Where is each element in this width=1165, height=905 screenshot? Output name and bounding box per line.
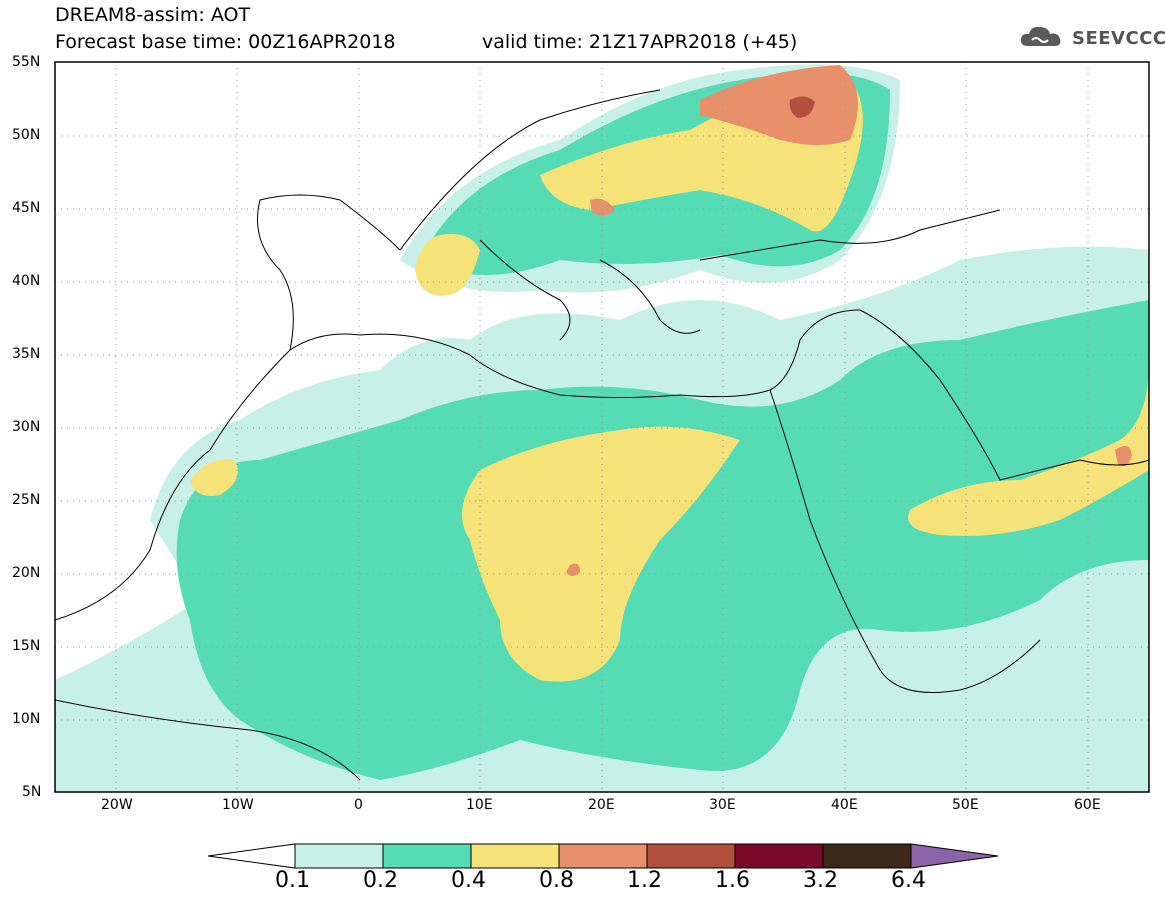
coastlines [55, 89, 1149, 781]
colorbar-label-0-4: 0.4 [451, 868, 486, 893]
lat-label-10n: 10N [12, 711, 41, 727]
colorbar-label-3-2: 3.2 [803, 868, 838, 893]
lat-label-55n: 55N [12, 54, 41, 70]
grid-lines [55, 62, 1149, 792]
colorbar-bin-3 [470, 843, 560, 869]
lon-label-10w: 10W [222, 797, 254, 813]
colorbar-label-0-8: 0.8 [539, 868, 574, 893]
colorbar [207, 843, 999, 869]
lon-label-10e: 10E [466, 797, 493, 813]
map-frame [54, 61, 1150, 793]
colorbar-label-0-1: 0.1 [275, 868, 310, 893]
lon-label-0: 0 [354, 797, 363, 813]
lon-label-60e: 60E [1074, 797, 1101, 813]
lon-label-20e: 20E [588, 797, 615, 813]
aot-shading [55, 64, 1149, 792]
lat-label-35n: 35N [12, 346, 41, 362]
lat-label-50n: 50N [12, 127, 41, 143]
colorbar-label-1-6: 1.6 [715, 868, 750, 893]
colorbar-bin-5 [646, 843, 736, 869]
colorbar-bin-1 [294, 843, 384, 869]
lat-label-25n: 25N [12, 492, 41, 508]
lat-label-5n: 5N [22, 784, 42, 800]
valid-time-label: valid time: 21Z17APR2018 (+45) [482, 31, 798, 53]
lon-label-50e: 50E [952, 797, 979, 813]
colorbar-bin-6 [734, 843, 824, 869]
colorbar-bin-4 [558, 843, 648, 869]
lon-label-20w: 20W [101, 797, 133, 813]
lon-label-30e: 30E [709, 797, 736, 813]
model-title: DREAM8-assim: AOT [55, 4, 251, 26]
colorbar-bin-2 [382, 843, 472, 869]
logo-text: SEEVCCC [1072, 27, 1165, 49]
colorbar-label-6-4: 6.4 [891, 868, 926, 893]
colorbar-label-0-2: 0.2 [363, 868, 398, 893]
lat-label-45n: 45N [12, 200, 41, 216]
colorbar-bin-7 [822, 843, 912, 869]
colorbar-arrow-low [207, 843, 296, 869]
colorbar-label-1-2: 1.2 [627, 868, 662, 893]
logo: SEEVCCC [1018, 22, 1165, 54]
cloud-icon [1018, 22, 1068, 54]
lat-label-30n: 30N [12, 419, 41, 435]
lon-label-40e: 40E [831, 797, 858, 813]
lat-label-15n: 15N [12, 638, 41, 654]
colorbar-arrow-high [910, 843, 999, 869]
lat-label-40n: 40N [12, 273, 41, 289]
lat-label-20n: 20N [12, 565, 41, 581]
base-time-label: Forecast base time: 00Z16APR2018 [55, 31, 396, 53]
